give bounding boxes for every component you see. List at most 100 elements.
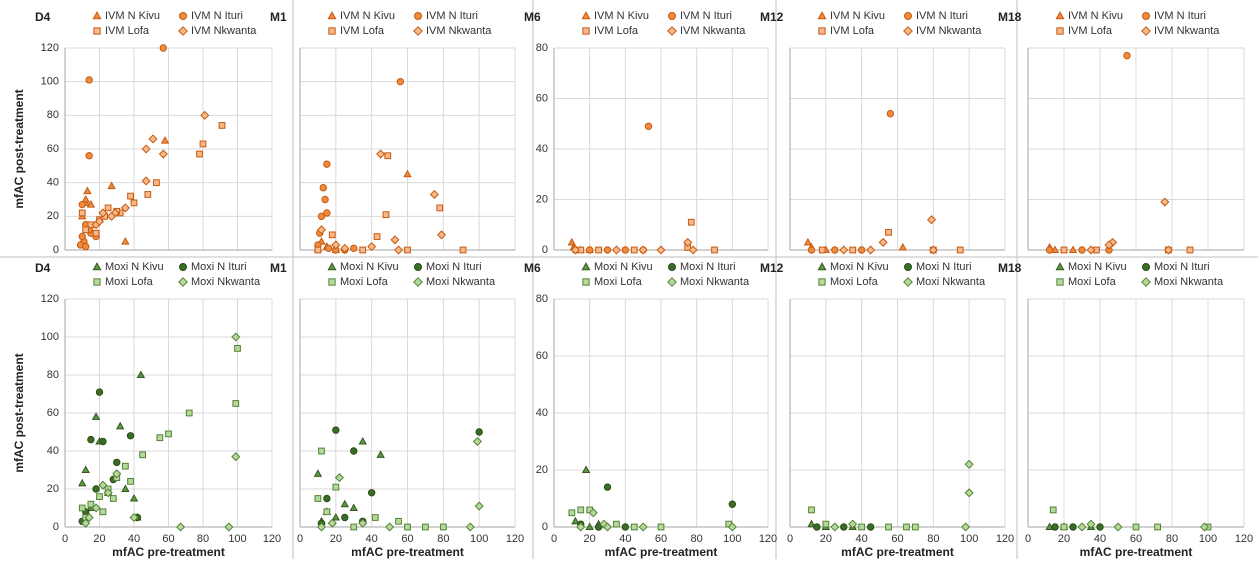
point xyxy=(1069,523,1077,531)
panel: 0 20 40 60 80 100 120 D4 mfAC post-treatment IVM … xyxy=(12,10,273,256)
point xyxy=(129,512,139,523)
legend-label: IVM Nkwanta xyxy=(1154,25,1220,37)
point xyxy=(373,233,381,240)
point xyxy=(341,513,349,522)
legend-label: IVM N Kivu xyxy=(340,10,395,22)
legend-marker xyxy=(904,263,912,271)
panel: M12 IVM N Kivu IVM N Ituri IVM Lofa IVM Nkwa… xyxy=(760,10,1006,255)
legend-label: IVM N Kivu xyxy=(594,10,649,22)
point xyxy=(831,246,839,254)
point xyxy=(349,503,358,512)
point xyxy=(358,436,367,445)
point xyxy=(129,493,139,502)
y-tick-label: 40 xyxy=(536,143,548,155)
point xyxy=(570,245,580,255)
y-axis-title: mfAC post-treatment xyxy=(12,353,26,472)
point xyxy=(1060,523,1068,531)
point xyxy=(472,436,482,447)
point xyxy=(1163,245,1173,255)
legend-marker xyxy=(903,277,913,287)
point xyxy=(112,469,122,479)
point xyxy=(313,469,323,477)
point xyxy=(153,179,160,187)
y-tick-label: 20 xyxy=(47,483,59,495)
panel: M18 IVM N Kivu IVM N Ituri IVM Lofa IVM Nkwa… xyxy=(998,10,1245,255)
point xyxy=(630,523,638,531)
point xyxy=(318,447,325,455)
point xyxy=(807,519,816,528)
y-tick-label: 20 xyxy=(536,464,548,476)
point xyxy=(878,237,888,247)
point xyxy=(121,484,130,493)
legend-marker xyxy=(413,26,423,36)
point xyxy=(687,218,695,226)
point xyxy=(314,246,322,254)
point xyxy=(866,523,875,531)
panel: 0 20 40 60 80 M6 IVM N Kivu IVM N Ituri IVM Lofa… xyxy=(524,10,769,256)
legend-label: IVM Lofa xyxy=(1068,25,1113,37)
point xyxy=(91,503,101,513)
point xyxy=(87,435,95,444)
legend-label: Moxi N Ituri xyxy=(191,261,247,273)
point xyxy=(926,215,937,225)
legend-label: IVM Nkwanta xyxy=(426,25,492,37)
legend-marker xyxy=(92,262,102,271)
panel: 0 20 40 60 80 100 120 0 20 40 60 80 100 120 D4 mfAC pos… xyxy=(12,261,281,559)
point xyxy=(474,501,484,511)
point xyxy=(1045,522,1054,531)
x-tick-label: 100 xyxy=(723,533,741,545)
legend-label: IVM N Kivu xyxy=(830,10,885,22)
panel-title: M6 xyxy=(524,261,541,275)
point xyxy=(459,246,467,254)
legend-marker xyxy=(668,263,676,271)
point xyxy=(165,430,172,438)
point xyxy=(436,204,444,212)
legend-marker xyxy=(903,26,913,36)
legend-marker xyxy=(93,278,101,286)
point xyxy=(334,473,344,483)
point xyxy=(1154,523,1161,531)
point xyxy=(1049,506,1057,514)
legend-marker xyxy=(1056,278,1064,286)
legend-label: Moxi N Kivu xyxy=(1068,261,1127,273)
legend-marker xyxy=(1141,277,1151,287)
legend-marker xyxy=(413,277,423,287)
point xyxy=(323,209,331,217)
point xyxy=(85,152,93,160)
point xyxy=(404,246,411,254)
point xyxy=(422,523,429,531)
point xyxy=(886,109,895,118)
point xyxy=(94,216,105,226)
legend-marker xyxy=(179,263,187,271)
point xyxy=(621,523,630,531)
point xyxy=(323,160,331,168)
point xyxy=(728,500,737,508)
point xyxy=(332,483,340,491)
legend-label: IVM N Ituri xyxy=(916,10,968,22)
point xyxy=(390,235,400,245)
legend-marker xyxy=(328,278,336,286)
legend-label: Moxi N Kivu xyxy=(594,261,653,273)
point xyxy=(99,508,107,516)
x-tick-label: 60 xyxy=(655,533,667,545)
x-tick-label: 80 xyxy=(1166,533,1178,545)
point xyxy=(200,110,210,120)
point xyxy=(139,451,147,459)
point xyxy=(439,523,447,531)
point xyxy=(475,428,483,436)
panel-title: M6 xyxy=(524,10,541,24)
x-tick-label: 40 xyxy=(1094,533,1106,545)
point xyxy=(382,211,390,219)
x-tick-label: 80 xyxy=(197,533,209,545)
point xyxy=(81,518,91,528)
y-tick-label: 80 xyxy=(47,109,59,121)
point xyxy=(87,500,95,508)
legend-label: Moxi Nkwanta xyxy=(1154,276,1224,288)
legend-label: Moxi N Kivu xyxy=(105,261,164,273)
legend-label: IVM Nkwanta xyxy=(191,25,257,37)
x-tick-label: 60 xyxy=(1130,533,1142,545)
point xyxy=(818,246,826,254)
x-tick-label: 0 xyxy=(297,533,303,545)
